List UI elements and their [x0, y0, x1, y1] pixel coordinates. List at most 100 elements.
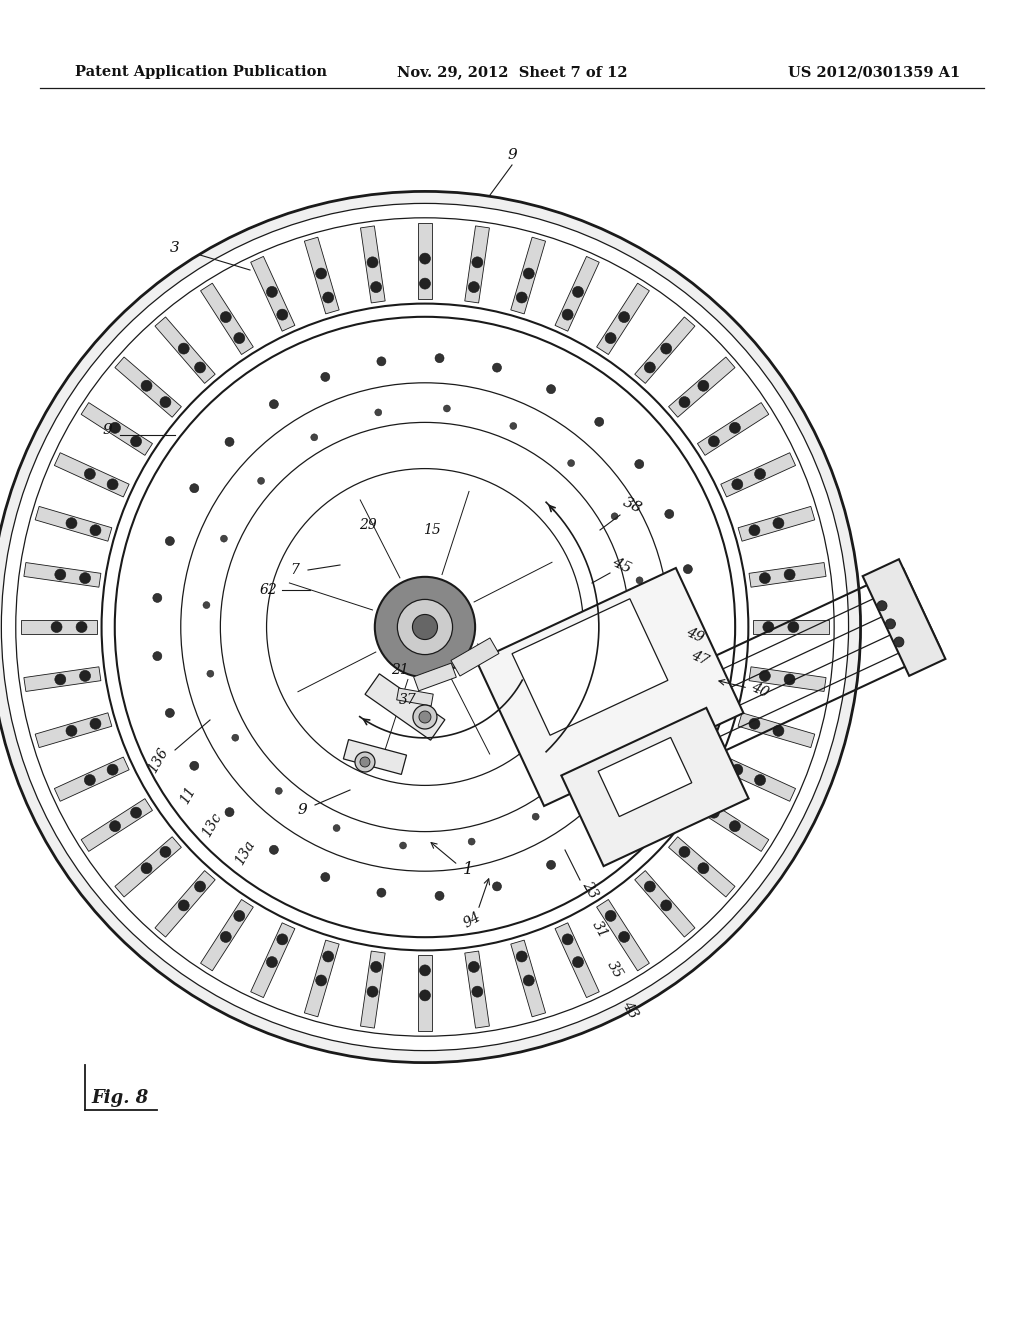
Circle shape — [108, 764, 118, 775]
Circle shape — [220, 535, 227, 543]
Polygon shape — [451, 638, 499, 676]
Text: 13a: 13a — [232, 838, 258, 867]
Text: 11: 11 — [177, 784, 199, 807]
Circle shape — [269, 845, 279, 854]
Text: 9: 9 — [102, 422, 112, 437]
Circle shape — [679, 846, 690, 858]
Circle shape — [689, 623, 698, 631]
Circle shape — [420, 279, 430, 289]
Polygon shape — [476, 568, 743, 807]
Circle shape — [640, 645, 647, 652]
Circle shape — [355, 752, 375, 772]
Polygon shape — [360, 226, 385, 302]
Text: Nov. 29, 2012  Sheet 7 of 12: Nov. 29, 2012 Sheet 7 of 12 — [396, 65, 628, 79]
Circle shape — [160, 846, 171, 858]
Circle shape — [894, 638, 904, 647]
Circle shape — [276, 933, 288, 945]
Polygon shape — [669, 837, 735, 898]
Polygon shape — [669, 356, 735, 417]
Circle shape — [225, 808, 234, 817]
Circle shape — [195, 880, 206, 892]
Circle shape — [160, 396, 171, 408]
Circle shape — [266, 957, 278, 968]
Circle shape — [115, 317, 735, 937]
Polygon shape — [697, 799, 769, 851]
Polygon shape — [201, 284, 253, 355]
Polygon shape — [754, 620, 829, 634]
Polygon shape — [697, 403, 769, 455]
Polygon shape — [343, 739, 407, 775]
Circle shape — [153, 652, 162, 660]
Circle shape — [80, 671, 90, 681]
Circle shape — [153, 594, 162, 602]
Polygon shape — [396, 688, 433, 706]
Polygon shape — [635, 871, 695, 937]
Text: 29: 29 — [359, 517, 377, 532]
Circle shape — [729, 422, 740, 433]
Polygon shape — [721, 453, 796, 496]
Circle shape — [84, 469, 95, 479]
Circle shape — [141, 863, 152, 874]
Circle shape — [131, 807, 141, 818]
Circle shape — [886, 619, 895, 628]
Circle shape — [623, 711, 630, 719]
Circle shape — [360, 756, 370, 767]
Text: 136: 136 — [145, 744, 171, 775]
Circle shape — [367, 257, 378, 268]
Circle shape — [225, 437, 234, 446]
Circle shape — [220, 312, 231, 322]
Circle shape — [562, 933, 573, 945]
Circle shape — [51, 622, 62, 632]
Circle shape — [532, 813, 540, 820]
Circle shape — [321, 372, 330, 381]
Circle shape — [321, 873, 330, 882]
Circle shape — [679, 396, 690, 408]
Circle shape — [323, 292, 334, 304]
Text: 3: 3 — [170, 242, 180, 255]
Text: 45: 45 — [610, 554, 634, 576]
Circle shape — [203, 602, 210, 609]
Polygon shape — [201, 899, 253, 970]
Text: 7: 7 — [291, 564, 299, 577]
Polygon shape — [862, 560, 945, 676]
Polygon shape — [512, 599, 668, 735]
Circle shape — [110, 422, 121, 433]
Circle shape — [189, 762, 199, 771]
Circle shape — [605, 911, 616, 921]
Polygon shape — [597, 899, 649, 970]
Circle shape — [367, 986, 378, 997]
Circle shape — [516, 950, 527, 962]
Polygon shape — [749, 562, 826, 587]
Circle shape — [635, 785, 644, 795]
Circle shape — [101, 304, 749, 950]
Polygon shape — [24, 667, 101, 692]
Polygon shape — [738, 507, 815, 541]
Circle shape — [90, 718, 101, 729]
Polygon shape — [251, 923, 295, 998]
Polygon shape — [54, 758, 129, 801]
Circle shape — [397, 599, 453, 655]
Circle shape — [784, 569, 795, 579]
Circle shape — [698, 380, 709, 391]
Text: 9: 9 — [507, 148, 517, 162]
Polygon shape — [721, 758, 796, 801]
Circle shape — [269, 400, 279, 409]
Polygon shape — [304, 940, 339, 1016]
Circle shape — [660, 900, 672, 911]
Circle shape — [435, 354, 444, 363]
Polygon shape — [418, 956, 432, 1031]
Circle shape — [55, 675, 66, 685]
Circle shape — [178, 343, 189, 354]
Circle shape — [611, 512, 618, 520]
Circle shape — [1, 203, 849, 1051]
Polygon shape — [155, 317, 215, 383]
Circle shape — [510, 422, 517, 429]
Circle shape — [755, 469, 766, 479]
Circle shape — [420, 990, 430, 1001]
Circle shape — [315, 268, 327, 279]
Circle shape — [76, 622, 87, 632]
Polygon shape — [598, 738, 692, 817]
Circle shape — [472, 257, 483, 268]
Circle shape — [233, 911, 245, 921]
Circle shape — [472, 986, 483, 997]
